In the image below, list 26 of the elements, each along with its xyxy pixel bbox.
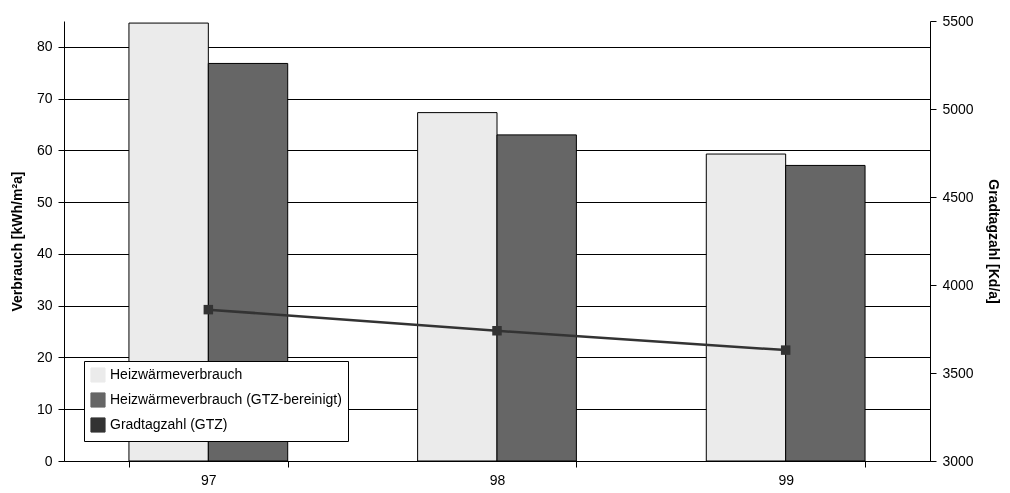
y-tick-label: 10 — [36, 400, 53, 417]
y2-tick-label: 3500 — [942, 364, 974, 381]
y2-tick-label: 5000 — [942, 100, 974, 117]
y-tick-label: 80 — [36, 38, 53, 55]
x-tick-label: 98 — [489, 471, 506, 488]
y-tick-label: 50 — [36, 193, 53, 210]
legend-label: Gradtagzahl (GTZ) — [110, 416, 228, 432]
y2-tick-label: 4000 — [942, 276, 974, 293]
point — [492, 326, 502, 336]
point — [203, 304, 214, 315]
y2-tick-label: 5500 — [942, 12, 974, 29]
y2-axis-title: Gradtagzahl [Kd/a] — [985, 179, 1002, 304]
x-tick-label: 99 — [778, 471, 795, 488]
y-tick-label: 40 — [36, 245, 53, 262]
y-tick-label: 70 — [36, 90, 53, 107]
y2-tick-label: 3000 — [942, 452, 974, 469]
y-axis-title: Verbrauch [kWh/m²a] — [8, 171, 25, 312]
legend-label: Heizwärmeverbrauch — [110, 366, 243, 382]
y-tick-label: 60 — [36, 141, 53, 158]
y-tick-label: 20 — [36, 348, 53, 365]
y-tick-label: 0 — [44, 452, 53, 469]
point — [780, 345, 791, 355]
legend-label: Heizwärmeverbrauch (GTZ-bereinigt) — [110, 391, 342, 407]
y2-tick-label: 4500 — [942, 188, 974, 205]
y-tick-label: 30 — [36, 297, 53, 314]
x-tick-label: 97 — [201, 471, 217, 488]
